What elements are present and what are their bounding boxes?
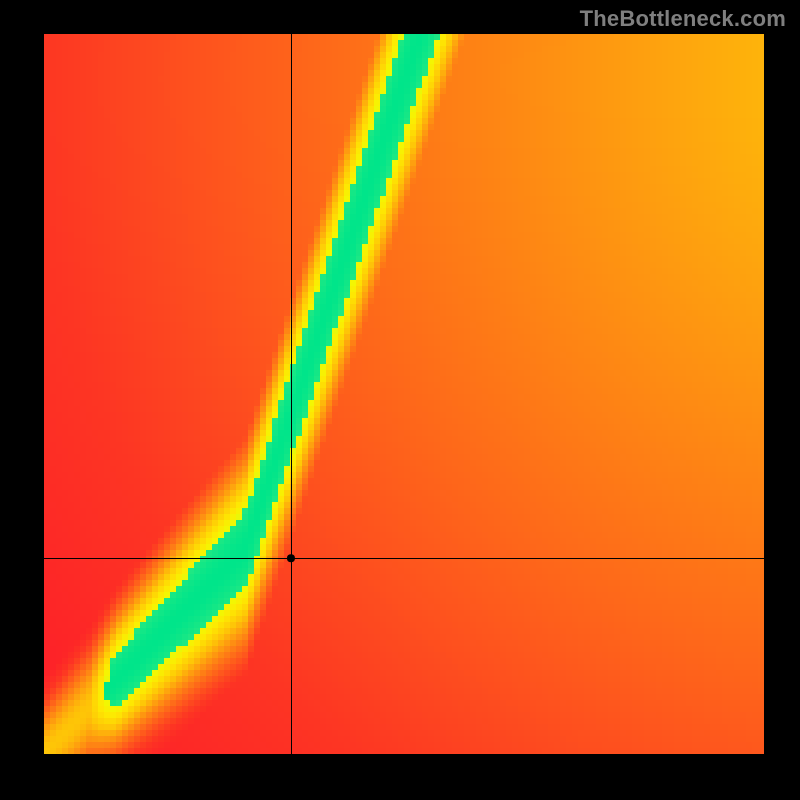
heatmap-canvas: [44, 34, 764, 754]
heatmap-plot: [44, 34, 764, 754]
root-container: { "watermark": { "text": "TheBottleneck.…: [0, 0, 800, 800]
watermark-text: TheBottleneck.com: [580, 6, 786, 32]
